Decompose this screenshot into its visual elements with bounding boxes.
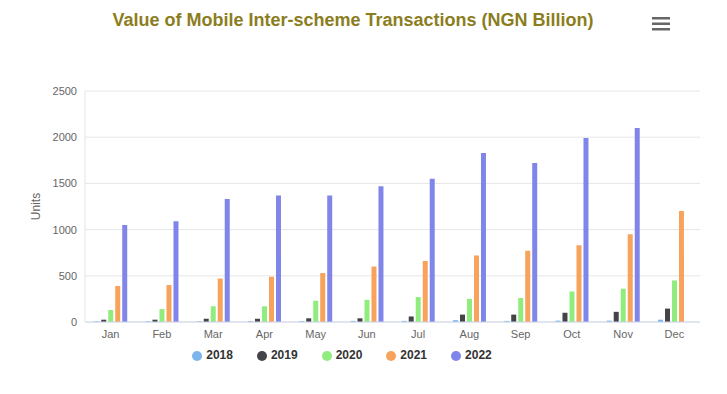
svg-text:Jan: Jan: [102, 328, 120, 340]
svg-text:Oct: Oct: [563, 328, 580, 340]
svg-text:500: 500: [59, 270, 77, 282]
svg-text:Nov: Nov: [613, 328, 633, 340]
svg-text:May: May: [305, 328, 326, 340]
svg-text:Aug: Aug: [460, 328, 480, 340]
svg-text:1500: 1500: [53, 177, 77, 189]
svg-text:Dec: Dec: [665, 328, 685, 340]
svg-text:1000: 1000: [53, 224, 77, 236]
svg-text:2500: 2500: [53, 85, 77, 97]
html-text:2018: 2018: [206, 348, 233, 362]
svg-text:Sep: Sep: [511, 328, 531, 340]
html-text:2020: 2020: [335, 348, 363, 362]
html-text:Value of Mobile Inter-scheme T: Value of Mobile Inter-scheme Transaction…: [112, 10, 594, 30]
svg-text:0: 0: [71, 316, 77, 328]
svg-text:Feb: Feb: [152, 328, 171, 340]
svg-text:Apr: Apr: [256, 328, 273, 340]
svg-text:2000: 2000: [53, 131, 77, 143]
svg-text:Jul: Jul: [411, 328, 425, 340]
svg-text:Jun: Jun: [358, 328, 376, 340]
html-text:2021: 2021: [400, 348, 427, 362]
svg-text:Mar: Mar: [204, 328, 223, 340]
svg-text:Units: Units: [29, 193, 43, 220]
html-text:2022: 2022: [465, 348, 492, 362]
html-text:2019: 2019: [270, 348, 298, 362]
